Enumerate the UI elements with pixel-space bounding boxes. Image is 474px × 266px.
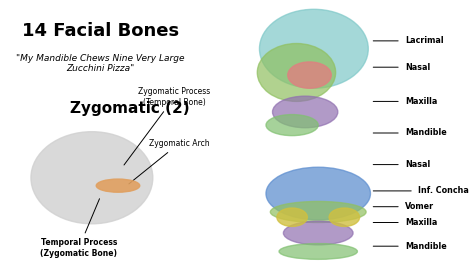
Text: Vomer: Vomer [405,202,434,211]
Text: Inf. Concha: Inf. Concha [419,186,469,196]
Text: Maxilla: Maxilla [405,218,438,227]
Text: Zygomatic (2): Zygomatic (2) [70,101,190,117]
Ellipse shape [329,208,360,226]
Text: Mandible: Mandible [405,242,447,251]
Text: Lacrimal: Lacrimal [405,36,444,45]
Ellipse shape [279,244,357,259]
Ellipse shape [259,9,368,88]
Text: Nasal: Nasal [405,160,430,169]
Text: Zygomatic Process
(Temporal Bone): Zygomatic Process (Temporal Bone) [124,87,211,165]
Text: Maxilla: Maxilla [405,97,438,106]
Ellipse shape [266,115,318,136]
Ellipse shape [257,44,336,101]
Ellipse shape [283,221,353,245]
Ellipse shape [277,208,307,226]
Text: 14 Facial Bones: 14 Facial Bones [22,22,179,40]
Text: Zygomatic Arch: Zygomatic Arch [129,139,209,184]
Ellipse shape [270,201,366,222]
Text: "My Mandible Chews Nine Very Large
Zucchini Pizza": "My Mandible Chews Nine Very Large Zucch… [16,54,185,73]
Ellipse shape [273,96,338,128]
Ellipse shape [96,179,140,192]
Text: Mandible: Mandible [405,128,447,138]
Ellipse shape [266,167,371,220]
Ellipse shape [31,132,153,224]
Text: Nasal: Nasal [405,63,430,72]
Ellipse shape [288,62,331,88]
Text: Temporal Process
(Zygomatic Bone): Temporal Process (Zygomatic Bone) [40,199,118,258]
